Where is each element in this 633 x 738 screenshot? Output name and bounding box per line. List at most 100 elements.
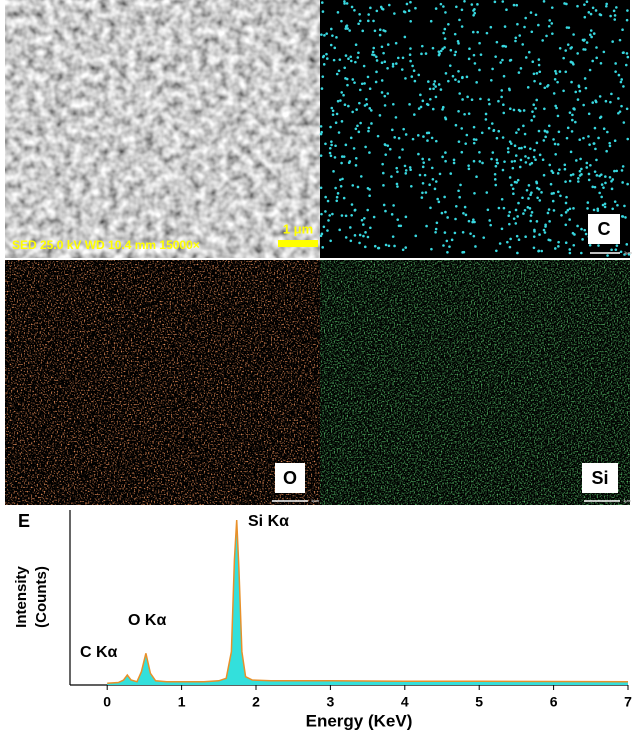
- c-dot: [574, 91, 577, 94]
- c-dot: [576, 52, 579, 55]
- c-dot: [523, 26, 526, 29]
- c-dot: [588, 143, 591, 146]
- c-dot: [494, 55, 497, 58]
- c-dot: [502, 103, 505, 106]
- c-dot: [393, 245, 396, 248]
- c-dot: [552, 200, 555, 203]
- c-dot: [497, 130, 500, 133]
- c-dot: [409, 53, 412, 56]
- c-dot: [444, 231, 447, 234]
- c-dot: [576, 225, 579, 228]
- c-dot: [460, 127, 463, 130]
- c-dot: [500, 89, 503, 92]
- c-dot: [367, 20, 370, 23]
- c-dot: [472, 14, 475, 17]
- c-dot: [404, 77, 407, 80]
- c-dot: [395, 42, 398, 45]
- c-dot: [485, 118, 488, 121]
- c-dot: [458, 140, 461, 143]
- c-dot: [324, 210, 327, 213]
- c-dot: [582, 48, 585, 51]
- c-dot: [600, 62, 603, 65]
- scale-bar: [278, 240, 318, 247]
- c-dot: [501, 227, 504, 230]
- c-dot: [520, 67, 523, 70]
- c-dot: [439, 173, 442, 176]
- c-dot: [603, 51, 606, 54]
- c-dot: [381, 91, 384, 94]
- c-dot: [402, 248, 405, 251]
- c-dot: [565, 202, 568, 205]
- c-dot: [474, 245, 477, 248]
- c-dot: [569, 111, 572, 114]
- c-dot: [514, 40, 517, 43]
- c-dot: [529, 193, 532, 196]
- c-dot: [332, 109, 335, 112]
- c-dot: [594, 127, 597, 130]
- c-dot: [429, 88, 432, 91]
- c-dot: [408, 103, 411, 106]
- c-dot: [351, 184, 354, 187]
- c-dot: [392, 204, 395, 207]
- c-dot: [554, 153, 557, 156]
- c-dot: [516, 235, 519, 238]
- x-tick-label: 2: [252, 694, 260, 710]
- c-dot: [493, 129, 496, 132]
- c-dot: [468, 58, 471, 61]
- c-dot: [615, 248, 618, 251]
- c-dot: [461, 8, 464, 11]
- c-dot: [392, 235, 395, 238]
- c-dot: [525, 161, 528, 164]
- c-dot: [468, 47, 471, 50]
- c-dot: [384, 210, 387, 213]
- c-dot: [443, 46, 446, 49]
- c-dot: [461, 98, 464, 101]
- c-dot: [626, 183, 629, 186]
- c-dot: [413, 113, 416, 116]
- c-dot: [534, 158, 537, 161]
- c-dot: [567, 209, 570, 212]
- c-dot: [517, 179, 520, 182]
- c-dot: [427, 80, 430, 83]
- c-dot: [452, 75, 455, 78]
- c-dot: [527, 86, 530, 89]
- c-dot: [586, 162, 589, 165]
- c-dot: [350, 239, 353, 242]
- c-dot: [362, 223, 365, 226]
- x-tick-label: 3: [327, 694, 335, 710]
- c-dot: [457, 40, 460, 43]
- c-dot: [485, 191, 488, 194]
- c-dot: [621, 28, 624, 31]
- c-dot: [613, 170, 616, 173]
- c-dot: [433, 83, 436, 86]
- c-dot: [458, 92, 461, 95]
- c-dot: [574, 121, 577, 124]
- c-dot: [341, 178, 344, 181]
- c-dot: [381, 61, 384, 64]
- c-dot: [488, 219, 491, 222]
- c-dot: [592, 7, 595, 10]
- c-dot: [345, 144, 348, 147]
- c-dot: [422, 100, 425, 103]
- c-dot: [622, 51, 625, 54]
- c-dot: [461, 77, 464, 80]
- c-dot: [554, 70, 557, 73]
- c-dot: [327, 200, 330, 203]
- c-dot: [395, 116, 398, 119]
- c-dot: [338, 131, 341, 134]
- c-dot: [455, 205, 458, 208]
- c-dot: [447, 80, 450, 83]
- c-dot: [538, 130, 541, 133]
- c-dot: [379, 114, 382, 117]
- c-dot: [579, 170, 582, 173]
- c-dot: [479, 160, 482, 163]
- c-dot: [533, 72, 536, 75]
- c-dot: [367, 187, 370, 190]
- c-dot: [421, 191, 424, 194]
- c-dot: [405, 169, 408, 172]
- c-dot: [602, 186, 605, 189]
- c-dot: [569, 47, 572, 50]
- c-dot: [479, 98, 482, 101]
- c-dot: [472, 31, 475, 34]
- c-dot: [582, 137, 585, 140]
